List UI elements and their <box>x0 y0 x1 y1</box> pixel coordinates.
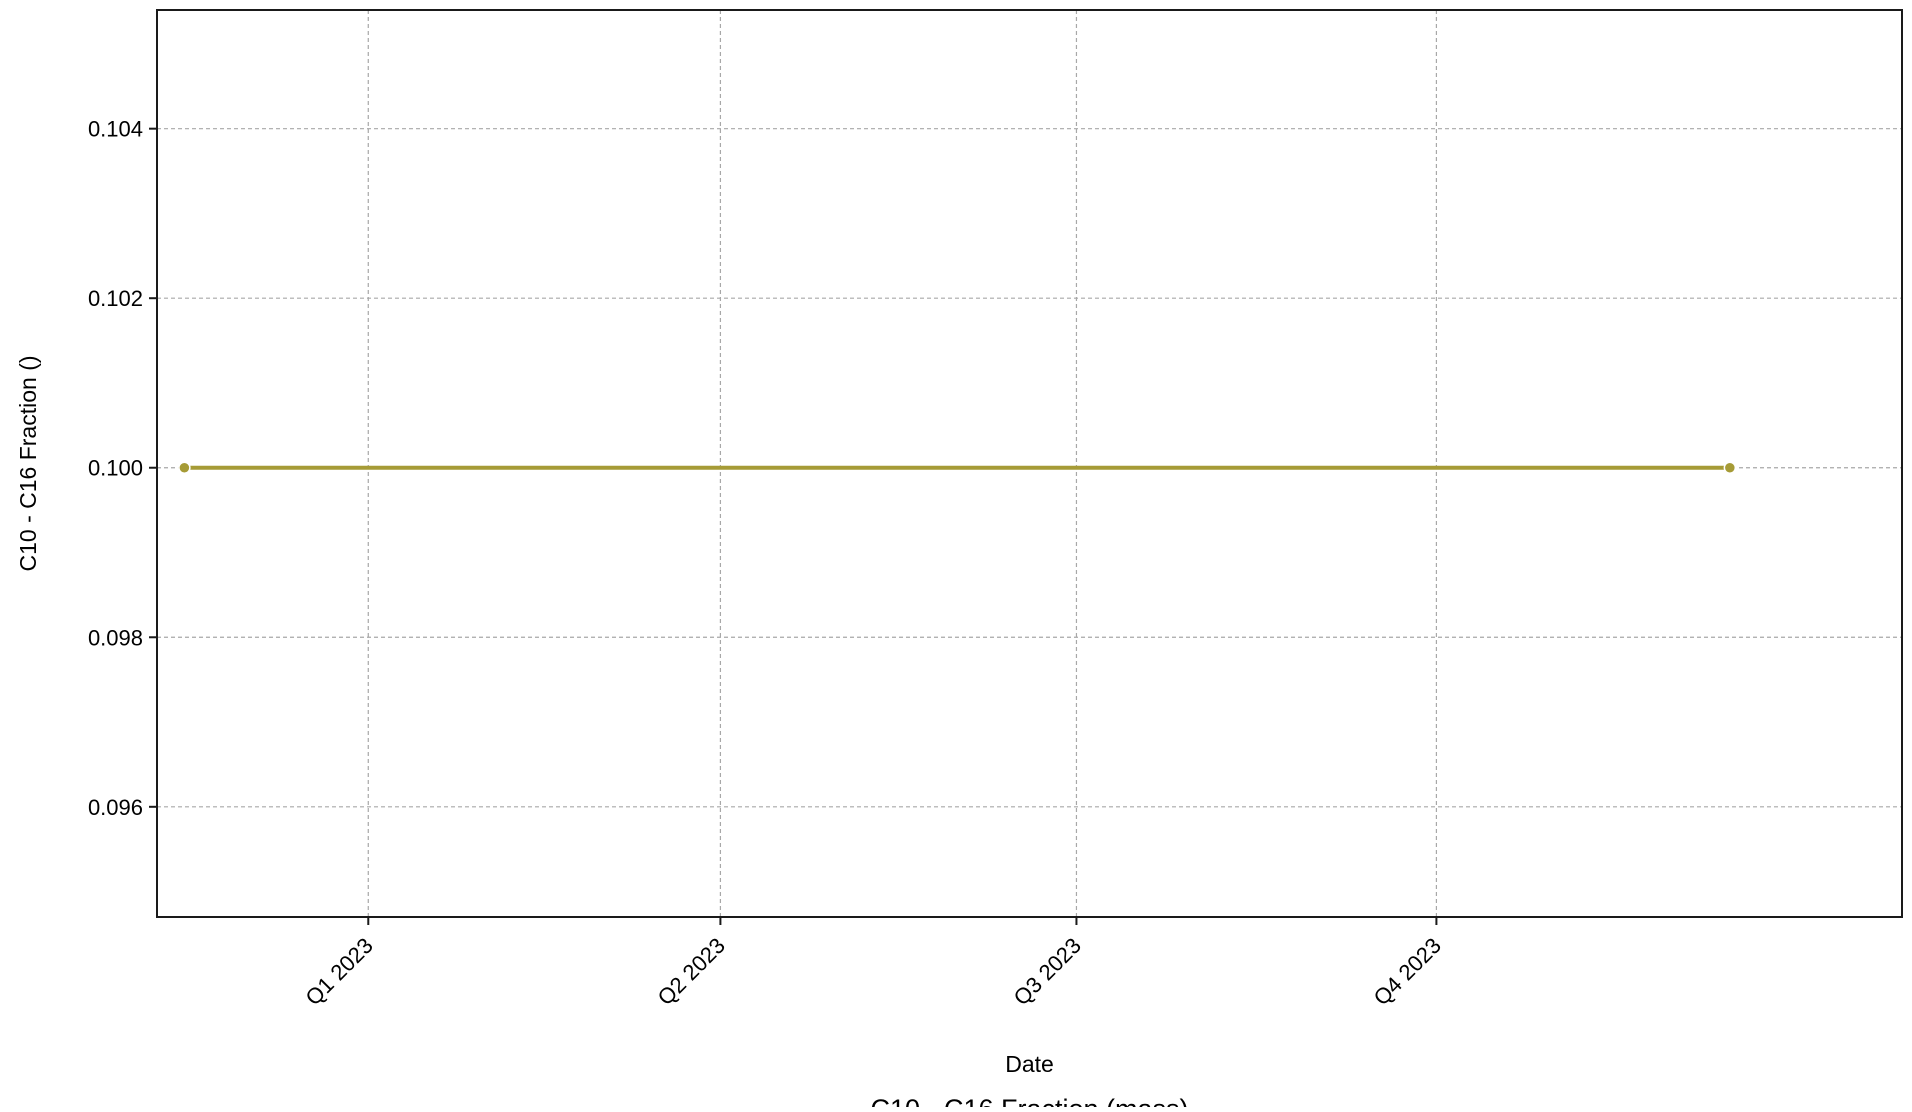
series-layer <box>178 461 1737 474</box>
y-tick-label: 0.102 <box>88 286 143 311</box>
x-tick-label: Q4 2023 <box>1369 933 1446 1010</box>
y-tick-label: 0.098 <box>88 625 143 650</box>
x-axis: Q1 2023 Q2 2023 Q3 2023 Q4 2023 <box>300 917 1446 1010</box>
data-point <box>178 461 191 474</box>
y-axis: 0.096 0.098 0.100 0.102 0.104 <box>88 117 157 820</box>
y-axis-label: C10 - C16 Fraction () <box>15 355 41 571</box>
x-axis-label: Date <box>1005 1051 1054 1077</box>
y-tick-label: 0.096 <box>88 795 143 820</box>
chart-title: C10 - C16 Fraction (mass) <box>870 1094 1188 1107</box>
grid <box>157 10 1902 917</box>
data-point <box>1723 461 1737 474</box>
y-tick-label: 0.104 <box>88 117 143 142</box>
plot-area-frame <box>156 9 1903 918</box>
x-tick-label: Q3 2023 <box>1009 933 1086 1010</box>
x-tick-label: Q2 2023 <box>653 933 730 1010</box>
x-tick-label: Q1 2023 <box>300 933 377 1010</box>
y-tick-label: 0.100 <box>88 456 143 481</box>
